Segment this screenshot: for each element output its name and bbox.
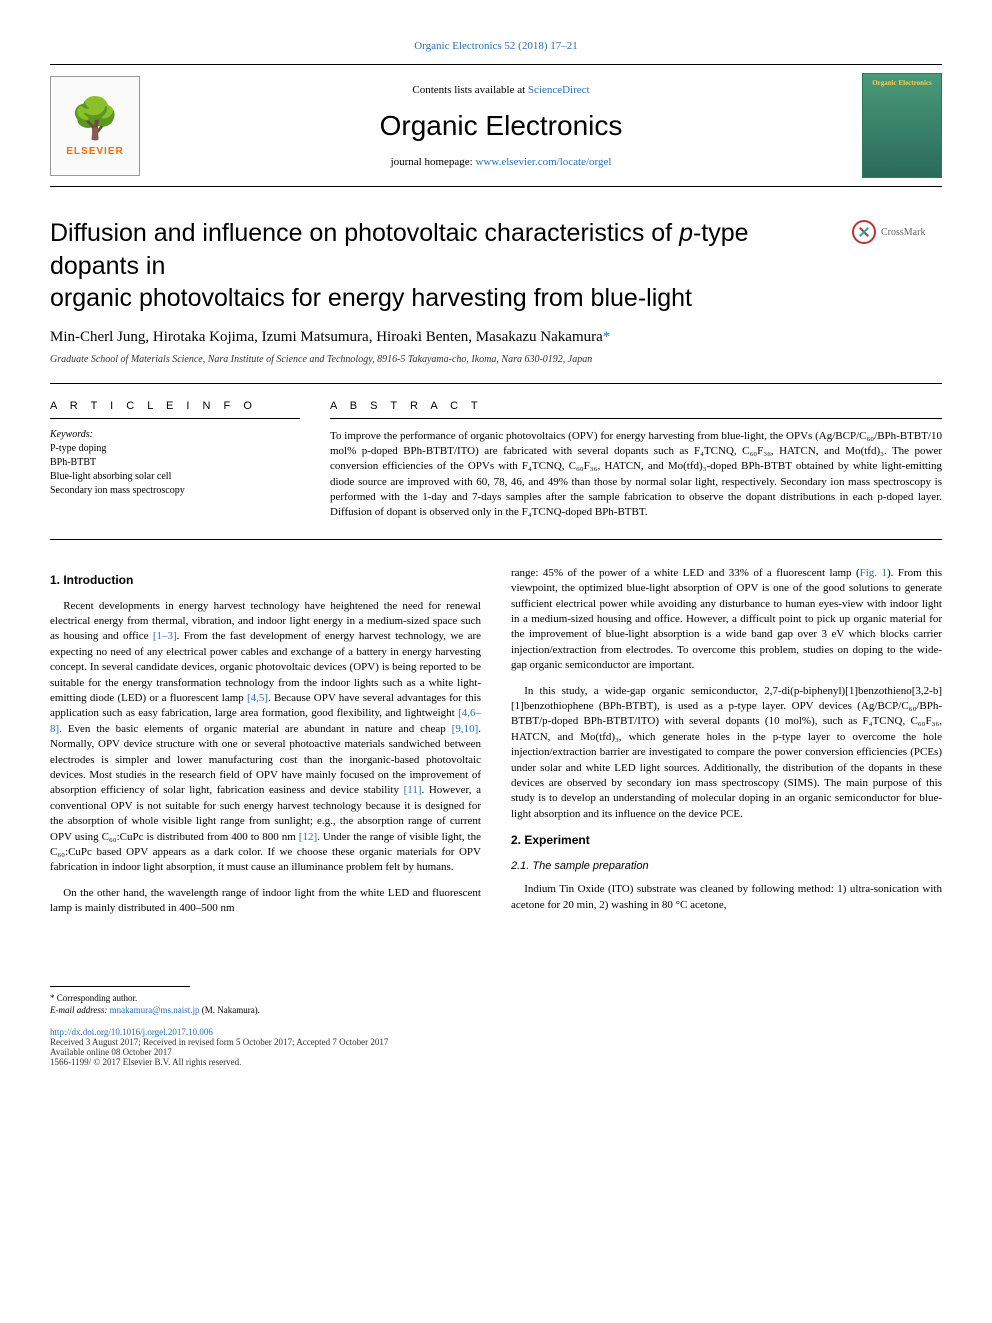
col2-para-2: In this study, a wide-gap organic semico… [511,684,942,823]
abstract-text: To improve the performance of organic ph… [330,429,942,521]
copyright-line: 1566-1199/ © 2017 Elsevier B.V. All righ… [50,1057,942,1067]
keyword-2: BPh-BTBT [50,456,300,470]
elsevier-brand: ELSEVIER [66,146,123,157]
experiment-head: 2. Experiment [511,832,942,849]
authors: Min-Cherl Jung, Hirotaka Kojima, Izumi M… [50,329,942,346]
citation-header: Organic Electronics 52 (2018) 17–21 [50,40,942,52]
ref-9-10[interactable]: [9,10] [452,723,479,735]
title-line2: organic photovoltaics for energy harvest… [50,284,692,312]
ref-12[interactable]: [12] [299,831,317,843]
ref-4-5[interactable]: [4,5] [247,692,268,704]
body-col-left: 1. Introduction Recent developments in e… [50,566,481,927]
journal-cover: Organic Electronics [862,73,942,178]
info-head: A R T I C L E I N F O [50,400,300,419]
ref-11[interactable]: [11] [404,784,422,796]
citation-link[interactable]: Organic Electronics 52 (2018) 17–21 [414,40,578,52]
title-row: Diffusion and influence on photovoltaic … [50,217,942,315]
crossmark-label: CrossMark [881,227,925,238]
corr-footnote: * Corresponding author. [50,993,942,1005]
corr-mark: * [603,329,611,345]
col2-p1a: range: 45% of the power of a white LED a… [511,567,860,579]
elsevier-logo: 🌳 ELSEVIER [50,76,140,176]
ref-fig-1[interactable]: Fig. 1 [860,567,887,579]
title-part-a: Diffusion and influence on photovoltaic … [50,219,679,247]
email-footnote: E-mail address: mnakamura@ms.naist.jp (M… [50,1005,942,1017]
contents-prefix: Contents lists available at [412,84,527,96]
col2-p1b: ). From this viewpoint, the optimized bl… [511,567,942,671]
received-line: Received 3 August 2017; Received in revi… [50,1037,942,1047]
body-columns: 1. Introduction Recent developments in e… [50,566,942,927]
sciencedirect-link[interactable]: ScienceDirect [528,84,590,96]
body-col-right: range: 45% of the power of a white LED a… [511,566,942,927]
title-ital: p [679,219,693,247]
doi-line: http://dx.doi.org/10.1016/j.orgel.2017.1… [50,1027,942,1037]
keyword-4: Secondary ion mass spectroscopy [50,484,300,498]
affiliation: Graduate School of Materials Science, Na… [50,354,942,365]
journal-name: Organic Electronics [160,110,842,142]
keywords-label: Keywords: [50,429,300,440]
intro-para-2: On the other hand, the wavelength range … [50,886,481,917]
intro-para-1: Recent developments in energy harvest te… [50,599,481,876]
homepage-link[interactable]: www.elsevier.com/locate/orgel [475,156,611,168]
authors-list: Min-Cherl Jung, Hirotaka Kojima, Izumi M… [50,329,603,345]
abstract: A B S T R A C T To improve the performan… [330,400,942,521]
keyword-1: P-type doping [50,442,300,456]
intro-head: 1. Introduction [50,572,481,589]
keyword-3: Blue-light absorbing solar cell [50,470,300,484]
article-title: Diffusion and influence on photovoltaic … [50,217,832,315]
ref-1-3[interactable]: [1–3] [153,630,177,642]
available-line: Available online 08 October 2017 [50,1047,942,1057]
email-link[interactable]: mnakamura@ms.naist.jp [110,1005,200,1015]
header-center: Contents lists available at ScienceDirec… [140,84,862,168]
homepage-line: journal homepage: www.elsevier.com/locat… [160,156,842,168]
email-after: (M. Nakamura). [199,1005,259,1015]
email-label: E-mail address: [50,1005,110,1015]
exp-para-1: Indium Tin Oxide (ITO) substrate was cle… [511,882,942,913]
footer-separator [50,986,190,987]
crossmark-badge[interactable]: CrossMark [852,217,942,247]
col2-para-1: range: 45% of the power of a white LED a… [511,566,942,674]
intro-p1d: . Even the basic elements of organic mat… [59,723,452,735]
abstract-head: A B S T R A C T [330,400,942,419]
homepage-prefix: journal homepage: [391,156,476,168]
info-abstract-box: A R T I C L E I N F O Keywords: P-type d… [50,383,942,540]
elsevier-tree-icon: 🌳 [70,95,120,142]
crossmark-icon [852,220,876,244]
contents-line: Contents lists available at ScienceDirec… [160,84,842,96]
cover-title: Organic Electronics [872,80,932,88]
doi-link[interactable]: http://dx.doi.org/10.1016/j.orgel.2017.1… [50,1027,213,1037]
experiment-subhead: 2.1. The sample preparation [511,859,942,874]
article-info: A R T I C L E I N F O Keywords: P-type d… [50,400,300,521]
journal-header: 🌳 ELSEVIER Contents lists available at S… [50,64,942,187]
